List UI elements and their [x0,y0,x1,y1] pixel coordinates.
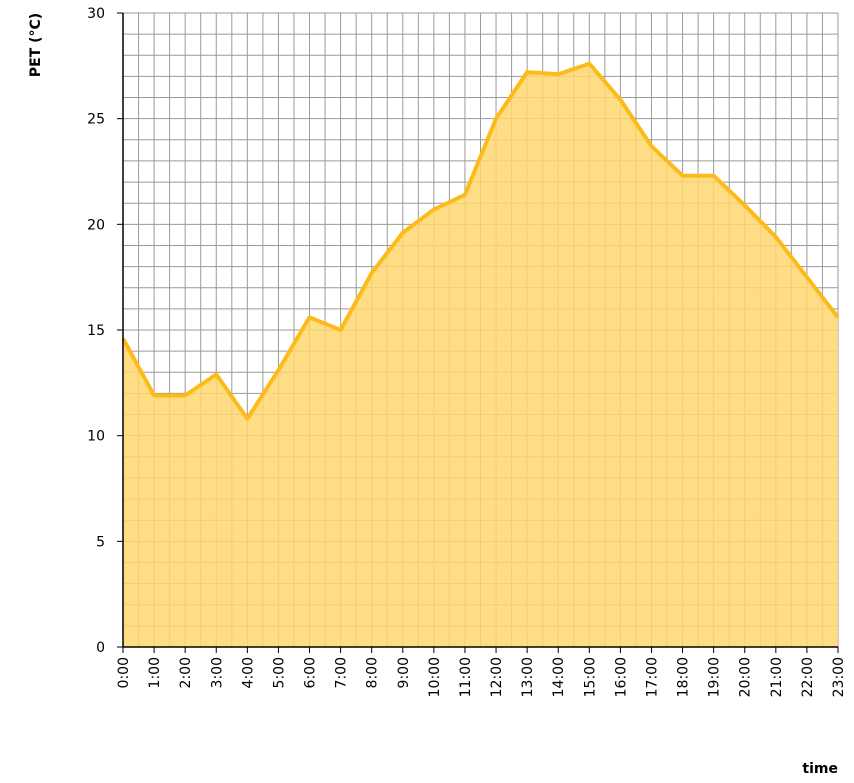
x-tick-label: 14:00 [551,657,567,697]
x-tick-label: 13:00 [520,657,536,697]
y-tick-label: 20 [87,217,105,233]
x-tick-label: 17:00 [644,657,660,697]
x-tick-label: 10:00 [427,657,443,697]
x-tick-label: 5:00 [271,657,287,688]
x-tick-label: 11:00 [458,657,474,697]
x-tick-label: 15:00 [582,657,598,697]
x-tick-label: 18:00 [676,657,692,697]
x-axis-label: time [802,761,838,777]
y-tick-label: 10 [87,429,105,445]
y-tick-label: 25 [87,112,105,128]
x-tick-label: 8:00 [365,657,381,688]
y-axis-label: PET (°C) [28,13,44,77]
x-tick-label: 0:00 [116,657,132,688]
x-tick-label: 20:00 [738,657,754,697]
y-tick-label: 0 [96,640,105,656]
x-tick-label: 4:00 [240,657,256,688]
area-line [121,61,840,421]
x-tick-label: 3:00 [209,657,225,688]
x-tick-label: 6:00 [303,657,319,688]
x-tick-label: 19:00 [707,657,723,697]
x-tick-label: 23:00 [831,657,847,697]
x-tick-label: 7:00 [334,657,350,688]
area-fill [123,63,838,648]
x-tick-label: 2:00 [178,657,194,688]
y-tick-label: 5 [96,534,105,550]
x-tick-label: 22:00 [800,657,816,697]
x-tick-label: 16:00 [613,657,629,697]
x-tick-label: 9:00 [396,657,412,688]
y-tick-label: 15 [87,323,105,339]
x-tick-label: 21:00 [769,657,785,697]
x-tick-label: 1:00 [147,657,163,688]
y-tick-label: 30 [87,6,105,22]
x-tick-label: 12:00 [489,657,505,697]
